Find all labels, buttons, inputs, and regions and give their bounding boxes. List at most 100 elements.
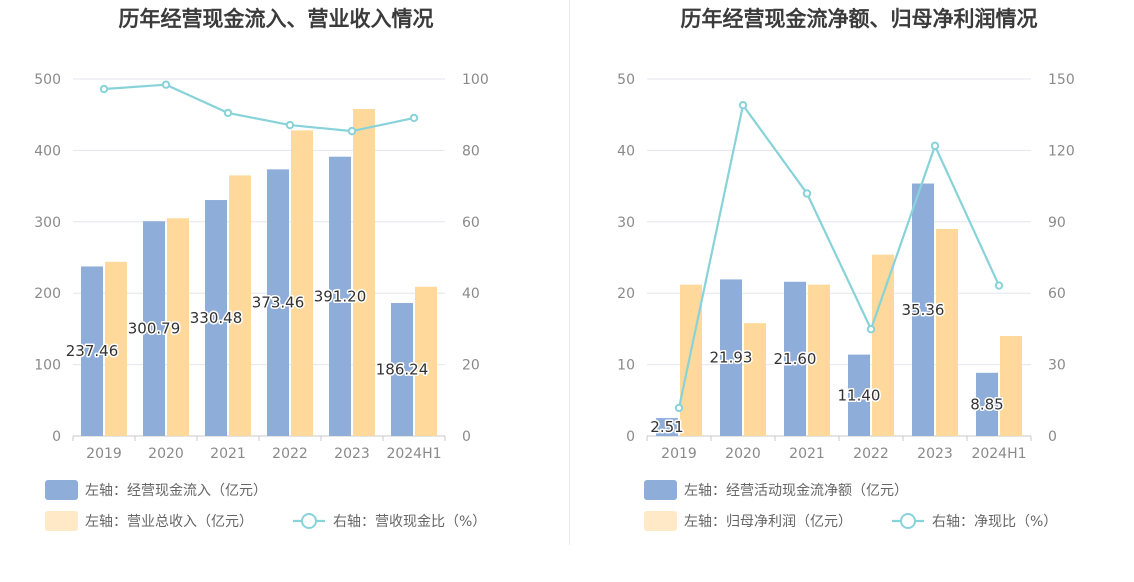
x-tick-label: 2021: [210, 446, 246, 462]
bar-cash-inflow: [267, 169, 289, 437]
bar-net-cash-flow: [976, 372, 998, 436]
chart-title: 历年经营现金流入、营业收入情况: [119, 7, 434, 31]
bar-revenue: [415, 286, 437, 436]
line-point: [347, 126, 357, 136]
bar-data-label: 186.24: [376, 361, 429, 379]
bar-net-profit: [1000, 336, 1022, 436]
line-point: [866, 324, 876, 334]
y-left-tick-label: 300: [34, 215, 61, 231]
line-point: [99, 84, 109, 94]
bar-net-profit: [744, 323, 766, 436]
chart-right-svg: 历年经营现金流净额、归母净利润情况 0 10 20 30 40 50 0 30 60 90 120 15…: [617, 7, 1075, 531]
bar-net-cash-flow: [848, 354, 870, 436]
bar-cash-inflow: [81, 266, 103, 436]
chart-title: 历年经营现金流净额、归母净利润情况: [681, 7, 1038, 31]
legend-swatch-bar-blue: [45, 480, 78, 500]
line-revenue-cash-ratio: [103, 83, 415, 133]
y-left-tick-label: 400: [34, 143, 61, 159]
y-left-tick-label: 20: [617, 286, 635, 302]
line-point: [738, 100, 748, 110]
chart-panel-left: 历年经营现金流入、营业收入情况 0 100 200 300 400 500 0 20 40 60 80…: [34, 7, 489, 531]
bar-net-profit: [936, 228, 958, 436]
x-tick-label: 2023: [334, 446, 370, 462]
line-point: [930, 141, 940, 151]
panel-divider: [569, 0, 570, 545]
bar-cash-inflow: [329, 156, 351, 436]
bar-net-cash-flow: [720, 279, 742, 436]
y-left-tick-label: 10: [617, 358, 635, 374]
bar-net-cash-flow: [784, 281, 806, 436]
x-tick-label: 2019: [86, 446, 122, 462]
y-right-tick-label: 120: [1048, 143, 1075, 159]
x-tick-label: 2024H1: [386, 446, 441, 462]
chart-panel-right: 历年经营现金流净额、归母净利润情况 0 10 20 30 40 50 0 30 60 90 120 15…: [567, 0, 1134, 582]
legend-label: 左轴：归母净利润（亿元）: [684, 513, 852, 530]
legend-label: 左轴：经营现金流入（亿元）: [85, 483, 267, 499]
legend-swatch-line-marker: [900, 513, 916, 529]
bar-data-label: 2.51: [650, 418, 683, 436]
bar-net-profit: [808, 284, 830, 436]
bar-net-cash-flow: [912, 183, 934, 436]
bar-revenue: [105, 261, 127, 436]
line-point: [802, 189, 812, 198]
bar-net-profit: [680, 284, 702, 436]
y-right-tick-label: 20: [462, 358, 480, 374]
x-tick-label: 2024H1: [971, 446, 1026, 462]
legend-swatch-bar-yellow: [45, 511, 78, 531]
bar-revenue: [167, 218, 189, 436]
y-right-tick-label: 150: [1048, 72, 1075, 88]
line-point: [223, 108, 233, 118]
line-point: [674, 403, 684, 413]
bar-data-label: 237.46: [66, 342, 119, 360]
y-right-tick-label: 0: [462, 429, 471, 445]
bar-revenue: [229, 175, 251, 436]
y-left-tick-label: 50: [617, 72, 635, 88]
line-point: [409, 113, 419, 123]
y-right-tick-label: 40: [462, 286, 480, 302]
y-left-tick-label: 0: [52, 429, 61, 445]
bar-data-label: 11.40: [838, 386, 881, 404]
y-left-tick-label: 40: [617, 143, 635, 159]
line-point: [994, 281, 1004, 290]
bar-data-label: 373.46: [252, 294, 305, 312]
legend-label: 左轴：经营活动现金流净额（亿元）: [684, 483, 908, 499]
x-tick-label: 2020: [725, 446, 761, 462]
bar-data-label: 300.79: [128, 320, 181, 338]
x-tick-label: 2022: [272, 446, 308, 462]
x-tick-label: 2020: [148, 446, 184, 462]
legend-swatch-bar-blue: [644, 480, 677, 500]
y-right-tick-label: 100: [462, 72, 489, 88]
y-left-tick-label: 0: [626, 429, 635, 445]
y-left-tick-label: 30: [617, 215, 635, 231]
legend-label: 右轴：净现比（%）: [932, 514, 1057, 530]
line-point: [285, 120, 295, 130]
bar-net-cash-flow: [656, 418, 678, 436]
bar-data-label: 35.36: [902, 301, 945, 319]
line-point: [161, 80, 171, 89]
legend-swatch-line-marker: [301, 513, 317, 529]
y-right-tick-label: 90: [1048, 215, 1066, 231]
bar-cash-inflow: [205, 200, 227, 436]
y-right-tick-label: 30: [1048, 358, 1066, 374]
bar-data-label: 391.20: [314, 287, 367, 305]
bar-cash-inflow: [391, 303, 413, 436]
y-right-tick-label: 80: [462, 143, 480, 159]
y-right-tick-label: 60: [462, 215, 480, 231]
bar-revenue: [291, 130, 313, 436]
legend-label: 左轴：营业总收入（亿元）: [85, 514, 253, 530]
bar-data-label: 330.48: [190, 309, 243, 327]
bar-revenue: [353, 108, 375, 436]
chart-left-svg: 历年经营现金流入、营业收入情况 0 100 200 300 400 500 0 20 40 60 80…: [34, 7, 489, 531]
x-tick-label: 2021: [789, 446, 825, 462]
bar-net-profit: [872, 254, 894, 436]
line-net-cash-ratio: [677, 102, 1001, 409]
y-left-tick-label: 100: [34, 358, 61, 374]
x-tick-label: 2019: [661, 446, 697, 462]
legend-swatch-bar-yellow: [644, 511, 677, 531]
bar-data-label: 21.93: [710, 349, 753, 367]
y-right-tick-label: 60: [1048, 286, 1066, 302]
x-tick-label: 2022: [853, 446, 889, 462]
legend-label: 右轴：营收现金比（%）: [333, 514, 486, 530]
y-left-tick-label: 200: [34, 286, 61, 302]
bar-cash-inflow: [143, 221, 165, 436]
